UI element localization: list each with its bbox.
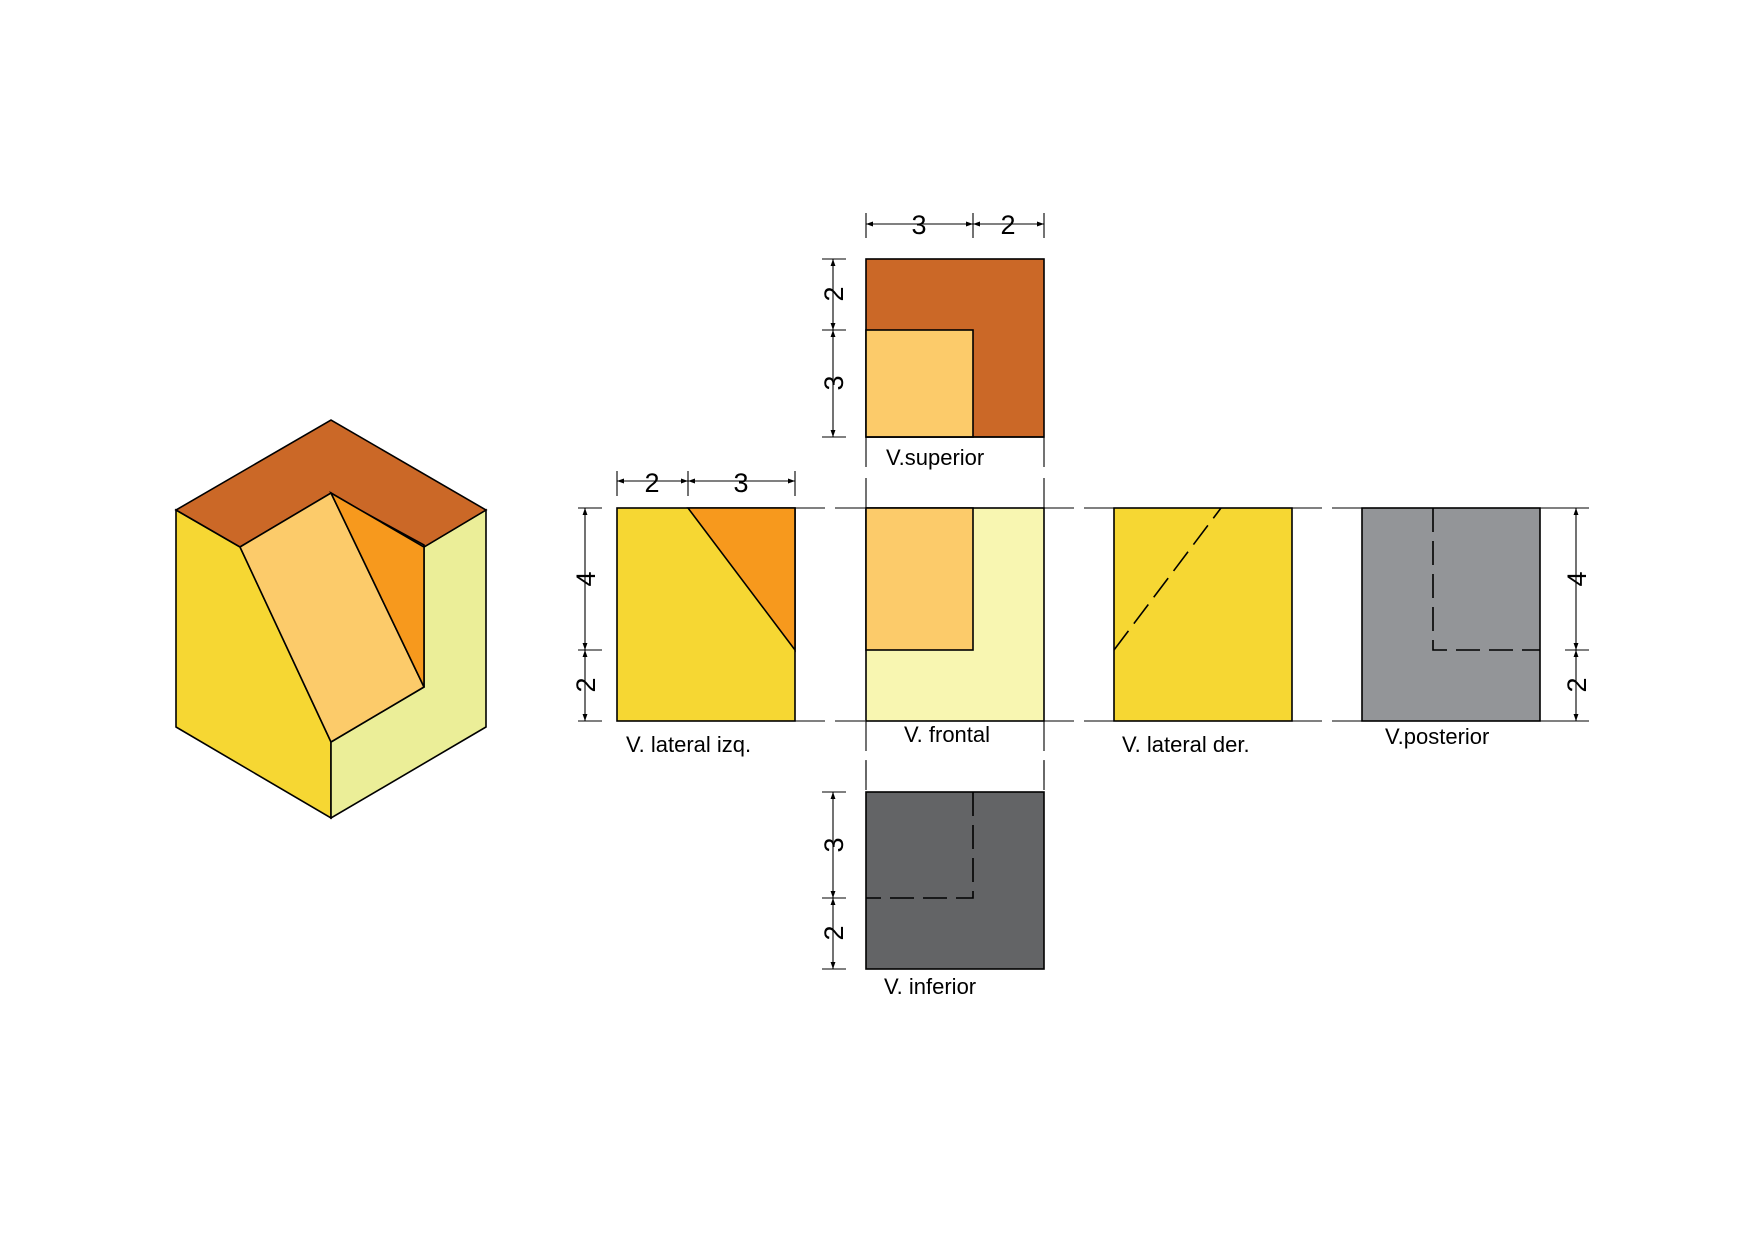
right-view-outline — [1113, 507, 1293, 722]
left-dim-h-2: 3 — [733, 468, 748, 498]
left-dim-v-2: 2 — [571, 677, 601, 692]
left-dim-h-1: 2 — [644, 468, 659, 498]
bottom-dim-v-2: 2 — [819, 925, 849, 940]
top-dim-v-1: 2 — [819, 286, 849, 301]
right-view-label: V. lateral der. — [1122, 732, 1250, 757]
top-view: 3 2 2 3 V.superior — [819, 210, 1045, 470]
right-side-view: V. lateral der. — [1113, 507, 1362, 757]
back-view-hidden-edges — [1432, 508, 1540, 651]
iso-orange-face — [329, 491, 425, 688]
back-dim-v-1: 4 — [1562, 571, 1592, 586]
back-view: 4 2 V.posterior — [1361, 507, 1592, 749]
bottom-view-label: V. inferior — [884, 974, 976, 999]
right-view-hidden-edge — [1113, 507, 1222, 651]
top-dim-h-1: 3 — [911, 210, 926, 240]
top-dim-h-2: 2 — [1000, 210, 1015, 240]
back-view-outline — [1361, 507, 1541, 722]
bottom-view-hidden-edges — [866, 792, 974, 899]
top-view-slope-region — [865, 329, 974, 438]
bottom-view: 3 2 V. inferior — [819, 760, 1045, 999]
isometric-solid — [174, 419, 488, 820]
back-view-label: V.posterior — [1385, 724, 1489, 749]
back-dim-v-2: 2 — [1562, 677, 1592, 692]
front-view: V. frontal — [865, 478, 1114, 780]
front-view-slope-region — [865, 507, 974, 651]
top-view-label: V.superior — [886, 445, 984, 470]
bottom-dim-v-1: 3 — [819, 837, 849, 852]
left-dim-v-1: 4 — [571, 571, 601, 586]
bottom-view-outline — [865, 791, 1045, 970]
left-side-view: 2 3 4 2 V. lateral izq. — [571, 468, 866, 757]
front-view-label: V. frontal — [904, 722, 990, 747]
top-dim-v-2: 3 — [819, 375, 849, 390]
left-view-label: V. lateral izq. — [626, 732, 751, 757]
left-view-orange-region — [686, 507, 796, 653]
